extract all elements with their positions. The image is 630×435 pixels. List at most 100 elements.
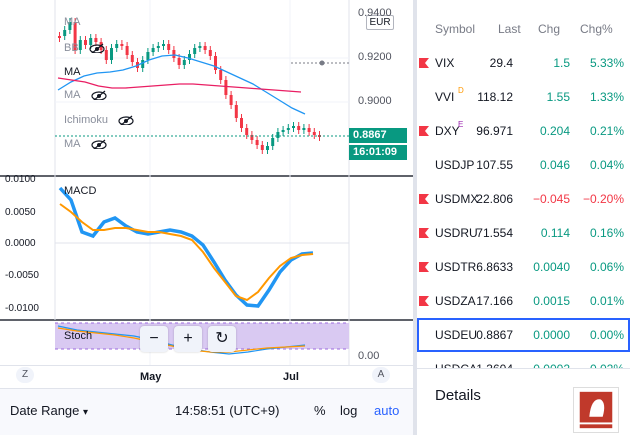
eye-hidden-icon[interactable] [90, 139, 107, 149]
candle [266, 146, 269, 150]
candle [240, 118, 243, 128]
candle [286, 128, 290, 130]
candle [281, 130, 285, 132]
row-last: 107.55 [476, 158, 513, 172]
watchlist-row[interactable]: USDMX 22.806 −0.045 −0.20% [417, 182, 630, 216]
auto-toggle[interactable]: auto [374, 403, 400, 418]
row-chg: 1.55 [546, 90, 570, 104]
macd-label[interactable]: MACD [64, 185, 97, 197]
candle [94, 38, 98, 42]
candle [104, 50, 108, 60]
watchlist-row[interactable]: USDZA 17.166 0.0015 0.01% [417, 284, 630, 318]
clock-display[interactable]: 14:58:51 (UTC+9) [175, 403, 280, 418]
row-last: 6.8633 [476, 260, 513, 274]
header-symbol[interactable]: Symbol [435, 22, 476, 36]
candle [219, 70, 223, 80]
candle [177, 58, 181, 65]
candle [182, 60, 186, 65]
ma-line-blue [57, 54, 306, 115]
details-section[interactable]: Details [417, 368, 630, 435]
candle [73, 22, 77, 50]
candle [89, 38, 93, 45]
last-price-tag: 0.8867 [349, 128, 407, 143]
watchlist-row[interactable]: VVI D 118.12 1.55 1.33% [417, 80, 630, 114]
row-last: 29.4 [489, 56, 513, 70]
watchlist-panel: Symbol Last Chg Chg% VIX 29.4 1.5 5.33% VVI D… [417, 0, 630, 435]
chart-area[interactable]: EUR 0.9400 0.9200 0.9000 0.8867 16:01:09… [0, 0, 413, 388]
watchlist-row[interactable]: USDJP 107.55 0.046 0.04% [417, 148, 630, 182]
row-symbol: DXY [435, 124, 460, 138]
details-title[interactable]: Details [435, 387, 481, 404]
pane-toolbar: − + ↻ [140, 326, 236, 352]
candle [68, 22, 72, 30]
row-badge: D [458, 86, 464, 95]
candle [224, 80, 228, 95]
row-last: 0.8867 [476, 328, 513, 342]
price-axis-label: 0.9200 [358, 51, 392, 63]
stoch-label[interactable]: Stoch [64, 330, 93, 342]
row-chg: 0.0015 [533, 294, 570, 308]
panel-divider[interactable] [413, 0, 417, 435]
flag-icon[interactable] [419, 58, 429, 68]
auto-corner-button[interactable]: A [372, 367, 390, 383]
eye-hidden-icon[interactable] [89, 43, 105, 53]
watchlist-row[interactable]: USDEU 0.8867 0.0000 0.00% [417, 318, 630, 352]
candle [276, 132, 280, 138]
watchlist-row[interactable]: DXY E 96.971 0.204 0.21% [417, 114, 630, 148]
time-axis[interactable]: May Jul [0, 365, 413, 388]
bottom-toolbar: Date Range ▾ 14:58:51 (UTC+9) % log auto [0, 388, 413, 435]
flag-icon[interactable] [419, 194, 429, 204]
time-label-jul: Jul [283, 371, 299, 383]
date-range-button[interactable]: Date Range ▾ [10, 403, 89, 418]
flag-icon[interactable] [419, 262, 429, 272]
row-chgp: 0.06% [589, 260, 624, 274]
candle [229, 95, 233, 105]
indicator-label[interactable]: BB [64, 42, 105, 54]
header-last[interactable]: Last [498, 22, 521, 36]
indicator-label[interactable]: MA [64, 138, 107, 150]
candle [193, 48, 197, 54]
log-toggle[interactable]: log [340, 403, 358, 418]
indicator-label[interactable]: MA [64, 66, 81, 78]
candle [58, 36, 61, 38]
zoom-in-button[interactable]: + [174, 326, 202, 352]
channel-logo-icon [573, 387, 619, 433]
row-symbol: USDMX [435, 192, 479, 206]
candle [292, 126, 295, 128]
chart-canvas[interactable] [0, 0, 413, 388]
macd-axis-label: 0.0100 [5, 174, 36, 185]
eye-hidden-icon[interactable] [90, 90, 107, 100]
reset-button[interactable]: ↻ [208, 326, 236, 352]
candle [214, 56, 217, 70]
candle [115, 44, 119, 48]
candle [260, 145, 264, 150]
zoom-corner-button[interactable]: Z [16, 367, 34, 383]
indicator-label[interactable]: MA [64, 16, 81, 28]
currency-badge[interactable]: EUR [366, 15, 394, 30]
candle [234, 105, 238, 118]
row-chgp: 0.04% [589, 158, 624, 172]
watchlist-row[interactable]: VIX 29.4 1.5 5.33% [417, 46, 630, 80]
header-chg[interactable]: Chg [538, 22, 561, 36]
percent-toggle[interactable]: % [314, 403, 326, 418]
candle [120, 44, 124, 46]
row-badge: E [458, 120, 464, 129]
eye-hidden-icon[interactable] [118, 115, 134, 125]
row-last: 17.166 [476, 294, 513, 308]
flag-icon[interactable] [419, 228, 429, 238]
indicator-label[interactable]: Ichimoku [64, 114, 134, 126]
price-axis-label: 0.9400 [358, 7, 392, 19]
macd-axis-label: -0.0050 [5, 270, 39, 281]
watchlist-row[interactable]: USDRU 71.554 0.114 0.16% [417, 216, 630, 250]
header-chgp[interactable]: Chg% [580, 22, 613, 36]
flag-icon[interactable] [419, 296, 429, 306]
flag-icon[interactable] [419, 126, 429, 136]
candle [245, 128, 249, 135]
row-last: 118.12 [477, 90, 513, 104]
row-symbol: USDZA [435, 294, 476, 308]
zoom-out-button[interactable]: − [140, 326, 168, 352]
candle [141, 60, 145, 68]
watchlist-row[interactable]: USDTR 6.8633 0.0040 0.06% [417, 250, 630, 284]
indicator-label[interactable]: MA [64, 89, 107, 101]
row-chg: 0.204 [539, 124, 570, 138]
